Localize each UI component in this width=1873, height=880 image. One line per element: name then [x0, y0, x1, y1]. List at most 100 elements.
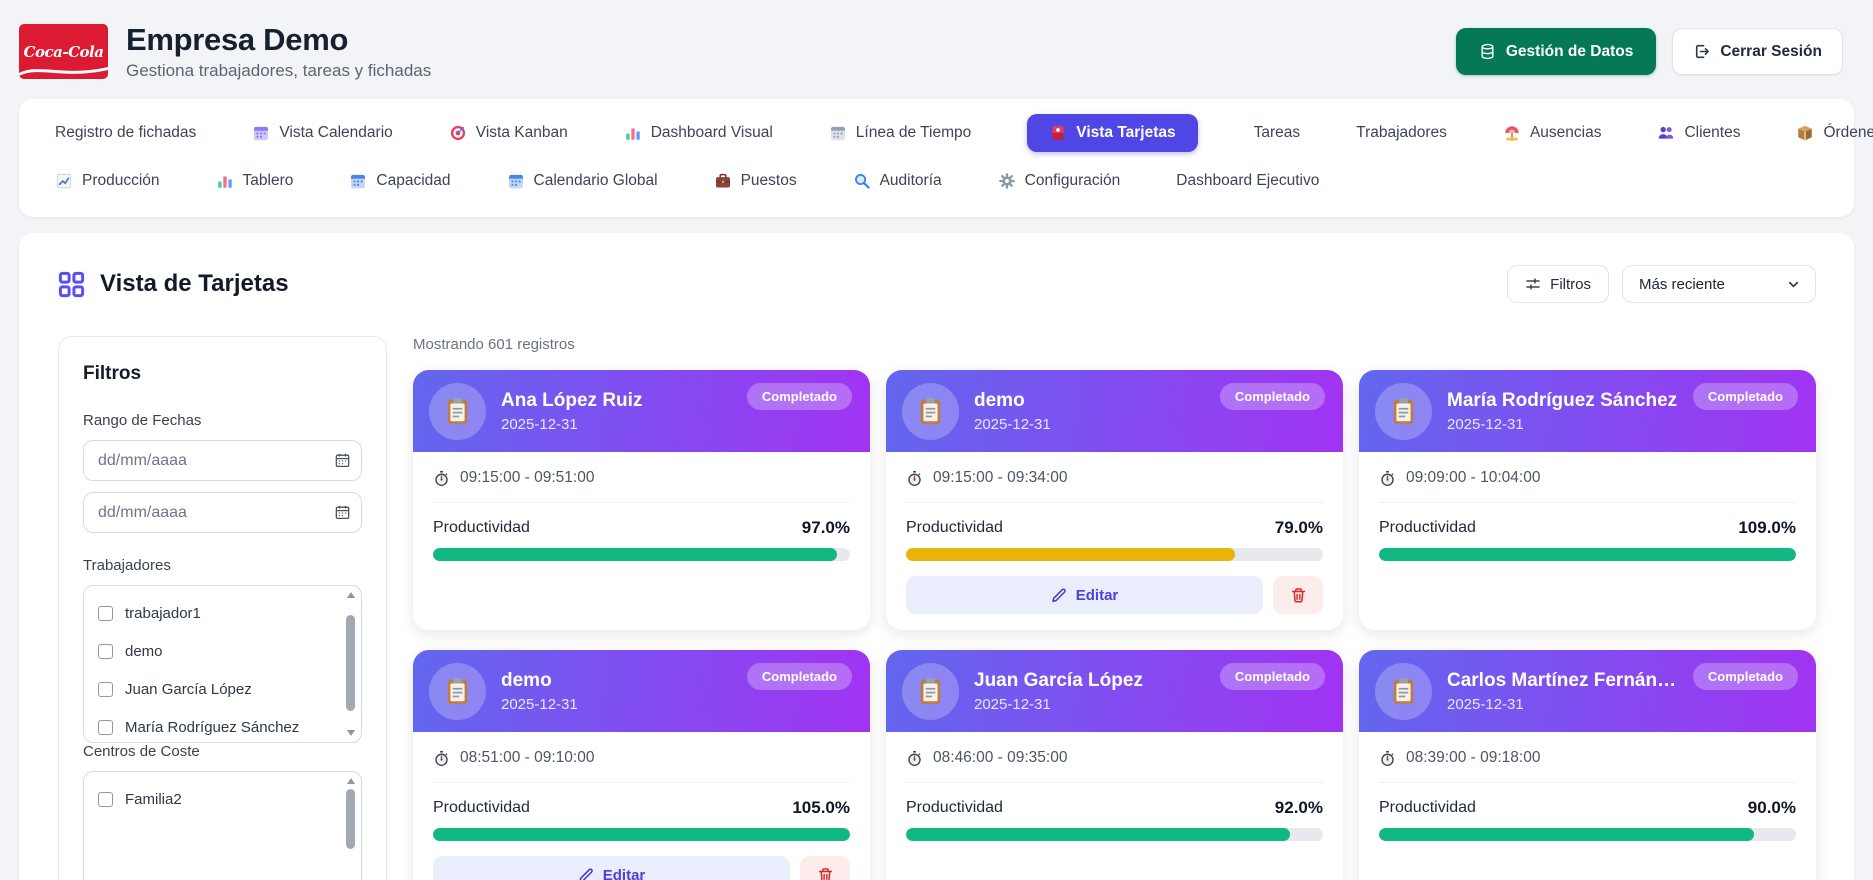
record-date: 2025-12-31	[501, 695, 578, 713]
cost-centers-scrollbar[interactable]	[344, 775, 357, 880]
logo-wave-icon	[19, 67, 108, 76]
calendar-input-icon[interactable]	[334, 452, 351, 474]
worker-name: María Rodríguez Sánchez	[1447, 389, 1678, 411]
gear-icon	[998, 172, 1016, 190]
nav-tab-label: Órdenes	[1823, 124, 1873, 141]
nav-tab-dashboard-ejecutivo[interactable]: Dashboard Ejecutivo	[1176, 162, 1319, 200]
checkbox-row[interactable]: trabajador1	[98, 594, 335, 632]
productivity-bar-fill	[1379, 828, 1755, 841]
logout-button[interactable]: Cerrar Sesión	[1672, 28, 1843, 75]
checkbox[interactable]	[98, 605, 113, 621]
checkbox-row[interactable]: Familia2	[98, 780, 335, 818]
avatar	[429, 382, 486, 440]
filters-button[interactable]: Filtros	[1507, 265, 1609, 303]
record-card: Juan García López 2025-12-31 Completado …	[886, 650, 1343, 880]
productivity-label: Productividad	[906, 519, 1003, 536]
nav-tab-puestos[interactable]: Puestos	[714, 162, 797, 200]
nav-tab-dashboard-visual[interactable]: Dashboard Visual	[624, 114, 773, 152]
nav-tab-ausencias[interactable]: Ausencias	[1503, 114, 1602, 152]
scroll-up-icon[interactable]	[346, 592, 355, 598]
calendar-input-icon[interactable]	[334, 504, 351, 526]
nav-tab-vista-kanban[interactable]: Vista Kanban	[449, 114, 568, 152]
record-card: demo 2025-12-31 Completado 08:51:00 - 09…	[413, 650, 870, 880]
nav-tab-produccion[interactable]: Producción	[55, 162, 160, 200]
scrollbar-thumb[interactable]	[346, 615, 355, 711]
database-icon	[1479, 43, 1496, 60]
date-from-input[interactable]	[83, 440, 362, 481]
data-management-button[interactable]: Gestión de Datos	[1455, 28, 1657, 75]
productivity-bar-track	[433, 548, 850, 561]
workers-scrollbar[interactable]	[344, 589, 357, 739]
checkbox[interactable]	[98, 791, 113, 807]
record-date: 2025-12-31	[1447, 415, 1524, 433]
nav-tab-registro-de-fichadas[interactable]: Registro de fichadas	[55, 114, 196, 152]
status-badge: Completado	[746, 663, 852, 690]
sort-select[interactable]: Más reciente	[1622, 265, 1816, 303]
nav-tab-label: Ausencias	[1529, 124, 1602, 141]
nav-tab-capacidad[interactable]: Capacidad	[349, 162, 451, 200]
time-range: 08:39:00 - 09:18:00	[1406, 749, 1541, 766]
nav-tab-tareas[interactable]: Tareas	[1254, 114, 1301, 152]
date-to-input[interactable]	[83, 492, 362, 533]
nav-tab-vista-tarjetas[interactable]: Vista Tarjetas	[1027, 114, 1198, 152]
nav-tab-label: Registro de fichadas	[55, 124, 197, 141]
checkbox-row[interactable]: demo	[98, 632, 335, 670]
productivity-bar-track	[1379, 548, 1796, 561]
scroll-up-icon[interactable]	[346, 778, 355, 784]
coca-cola-logo: Coca-Cola	[19, 24, 108, 79]
record-card-body: 09:15:00 - 09:34:00 Productividad 79.0% …	[886, 452, 1343, 630]
clipboard-icon	[1388, 676, 1419, 707]
status-badge: Completado	[1692, 383, 1798, 410]
edit-button[interactable]: Editar	[906, 576, 1263, 614]
cost-centers-label: Centros de Coste	[83, 743, 200, 760]
checkbox-label: demo	[125, 642, 163, 660]
filters-button-label: Filtros	[1550, 275, 1591, 293]
delete-button[interactable]	[1273, 576, 1323, 614]
productivity-bar-fill	[433, 548, 838, 561]
checkbox-row[interactable]: Juan García López	[98, 670, 335, 708]
productivity-bar-fill	[1379, 548, 1796, 561]
cards-view-panel: Vista de Tarjetas Filtros Más reciente	[19, 233, 1854, 880]
status-badge: Completado	[1219, 383, 1325, 410]
nav-tab-label: Puestos	[740, 172, 797, 189]
pencil-icon	[1051, 587, 1067, 603]
checkbox[interactable]	[98, 681, 113, 697]
nav-tab-label: Producción	[82, 172, 160, 189]
checkbox-label: Juan García López	[125, 680, 252, 698]
nav-tab-auditoria[interactable]: Auditoría	[853, 162, 942, 200]
productivity-value: 97.0%	[801, 518, 850, 537]
beach-icon	[1503, 124, 1521, 142]
sort-select-value: Más reciente	[1639, 275, 1725, 293]
record-card-header: demo 2025-12-31 Completado	[413, 650, 870, 732]
checkbox[interactable]	[98, 719, 113, 735]
clipboard-icon	[1388, 396, 1419, 427]
checkbox-row[interactable]: María Rodríguez Sánchez	[98, 708, 335, 742]
delete-button[interactable]	[800, 856, 850, 880]
edit-button[interactable]: Editar	[433, 856, 790, 880]
nav-tab-ordenes[interactable]: Órdenes	[1796, 114, 1873, 152]
scroll-down-icon[interactable]	[346, 730, 355, 736]
nav-tab-label: Calendario Global	[533, 172, 658, 189]
nav-tab-trabajadores[interactable]: Trabajadores	[1356, 114, 1447, 152]
nav-tab-configuracion[interactable]: Configuración	[998, 162, 1120, 200]
checkbox[interactable]	[98, 643, 113, 659]
nav-tab-label: Vista Tarjetas	[1076, 124, 1176, 141]
nav-tab-vista-calendario[interactable]: Vista Calendario	[252, 114, 393, 152]
card-actions: Editar	[433, 856, 850, 880]
record-card-header: Ana López Ruiz 2025-12-31 Completado	[413, 370, 870, 452]
page-subtitle: Gestiona trabajadores, tareas y fichadas	[126, 61, 432, 80]
scrollbar-thumb[interactable]	[346, 789, 355, 849]
header-actions: Gestión de Datos Cerrar Sesión	[1455, 28, 1843, 75]
nav-tab-tablero[interactable]: Tablero	[216, 162, 293, 200]
trash-icon	[1290, 587, 1307, 604]
nav-tab-calendario-global[interactable]: Calendario Global	[507, 162, 658, 200]
time-range: 08:51:00 - 09:10:00	[460, 749, 595, 766]
avatar	[429, 662, 486, 720]
target-icon	[449, 124, 467, 142]
nav-tab-clientes[interactable]: Clientes	[1657, 114, 1740, 152]
record-card-body: 09:09:00 - 10:04:00 Productividad 109.0%…	[1359, 452, 1816, 630]
nav-tab-linea-de-tiempo[interactable]: Línea de Tiempo	[829, 114, 971, 152]
chevron-down-icon	[1786, 277, 1801, 292]
worker-name: Juan García López	[974, 669, 1143, 691]
nav-tab-label: Dashboard Visual	[650, 124, 773, 141]
